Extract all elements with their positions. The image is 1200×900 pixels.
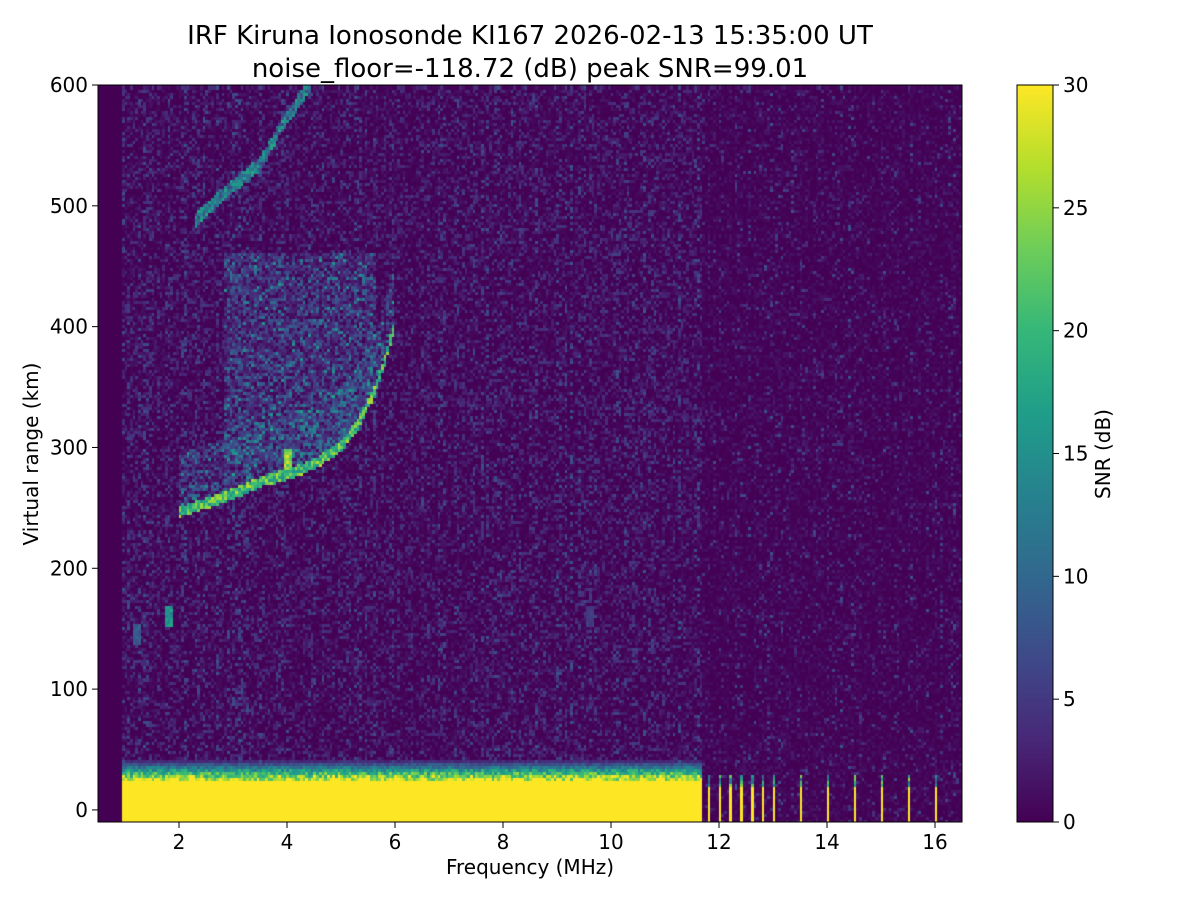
- colorbar-frame: [1016, 84, 1054, 823]
- x-tick-label: 2: [173, 830, 186, 854]
- y-tick-label: 100: [50, 677, 88, 701]
- colorbar-tick-label: 10: [1063, 564, 1088, 588]
- x-tick-label: 8: [497, 830, 510, 854]
- y-tick-label: 500: [50, 194, 88, 218]
- x-tick-label: 14: [814, 830, 839, 854]
- colorbar-tick-label: 5: [1063, 687, 1076, 711]
- y-tick-label: 600: [50, 73, 88, 97]
- colorbar-tick-label: 15: [1063, 442, 1088, 466]
- y-axis-label: Virtual range (km): [19, 363, 43, 546]
- colorbar-tick-label: 0: [1063, 810, 1076, 834]
- x-tick-label: 10: [598, 830, 623, 854]
- snr-heatmap: [98, 85, 962, 822]
- colorbar-tick-label: 30: [1063, 73, 1088, 97]
- y-tick-label: 0: [75, 798, 88, 822]
- y-tick-label: 300: [50, 435, 88, 459]
- colorbar-tick-label: 25: [1063, 196, 1088, 220]
- chart-title-line2: noise_floor=-118.72 (dB) peak SNR=99.01: [252, 54, 808, 84]
- x-tick-label: 4: [281, 830, 294, 854]
- colorbar: [1017, 85, 1053, 822]
- chart-title-line1: IRF Kiruna Ionosonde KI167 2026-02-13 15…: [187, 21, 873, 51]
- y-tick-label: 400: [50, 315, 88, 339]
- plot-frame: [97, 84, 963, 823]
- x-tick-label: 16: [922, 830, 947, 854]
- x-tick-label: 12: [706, 830, 731, 854]
- x-tick-label: 6: [389, 830, 402, 854]
- x-axis-label: Frequency (MHz): [446, 855, 614, 879]
- y-tick-label: 200: [50, 556, 88, 580]
- colorbar-label: SNR (dB): [1091, 409, 1115, 499]
- colorbar-tick-label: 20: [1063, 319, 1088, 343]
